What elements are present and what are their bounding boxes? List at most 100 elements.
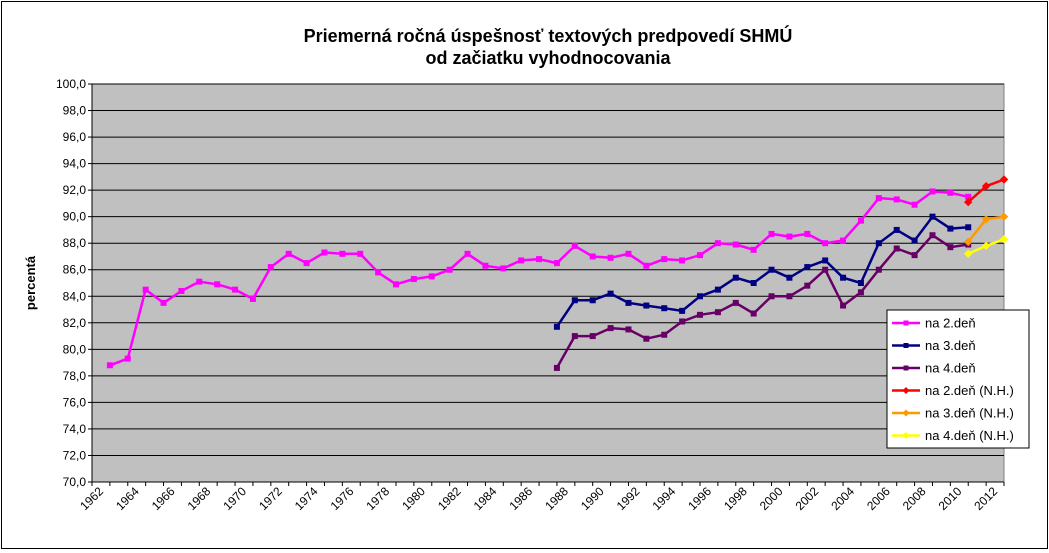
data-point	[911, 237, 918, 244]
data-point	[875, 195, 882, 202]
legend: na 2.deň na 3.deň na 4.deň na 2.deň (N.H.) n…	[886, 309, 1030, 449]
data-point	[643, 302, 650, 309]
data-point	[679, 318, 686, 325]
data-point	[857, 217, 864, 224]
data-point	[893, 245, 900, 252]
data-point	[732, 274, 739, 281]
gridlines	[92, 83, 1004, 456]
series-6	[964, 235, 1009, 259]
data-point	[625, 250, 632, 257]
data-point	[768, 293, 775, 300]
x-tick-label: 1988	[542, 484, 571, 513]
data-point	[589, 333, 596, 340]
data-point	[732, 241, 739, 248]
x-axis: 1962 1964 1966 1968 1970 1972 1974 1976 1978 1980…	[77, 481, 1005, 513]
data-point	[375, 269, 382, 276]
legend-swatch-marker	[902, 387, 910, 394]
legend-item: na 3.deň	[892, 338, 976, 353]
x-tick-label: 2012	[971, 484, 1000, 513]
data-point	[553, 323, 560, 330]
x-tick-label: 1972	[256, 484, 285, 513]
data-point	[697, 293, 703, 300]
y-tick-label: 92,0	[63, 183, 87, 197]
data-point	[804, 282, 811, 289]
data-point	[661, 305, 668, 312]
x-tick-label: 2004	[828, 484, 857, 513]
data-point	[553, 364, 560, 371]
data-point	[929, 188, 936, 195]
data-point	[822, 257, 829, 264]
data-point	[607, 254, 614, 261]
data-point	[964, 249, 973, 259]
data-point	[267, 264, 274, 271]
data-point	[981, 215, 991, 224]
data-point	[714, 286, 721, 293]
data-point	[160, 299, 167, 306]
y-tick-label: 84,0	[63, 289, 87, 303]
y-tick-label: 82,0	[63, 316, 87, 330]
y-tick-label: 70,0	[63, 475, 87, 489]
data-point	[999, 212, 1009, 221]
data-point	[214, 281, 221, 288]
data-point	[500, 265, 507, 272]
data-point	[822, 266, 829, 273]
legend-swatch-marker	[903, 320, 909, 326]
series-1	[106, 188, 972, 369]
legend-item: na 2.deň (N.H.)	[892, 383, 1014, 398]
data-point	[857, 280, 864, 286]
data-point	[911, 201, 918, 208]
data-point	[929, 232, 936, 239]
y-tick-label: 80,0	[63, 342, 87, 356]
x-tick-label: 1974	[292, 484, 321, 513]
x-tick-label: 1966	[149, 484, 178, 513]
data-point	[697, 311, 703, 318]
data-point	[196, 278, 203, 285]
legend-label: na 3.deň	[925, 338, 976, 353]
y-tick-label: 94,0	[63, 157, 87, 171]
y-tick-label: 74,0	[63, 422, 87, 436]
data-point	[607, 325, 614, 332]
data-point	[661, 331, 668, 338]
legend-label: na 4.deň (N.H.)	[925, 428, 1014, 443]
data-point	[464, 250, 471, 257]
data-point	[750, 310, 757, 317]
y-tick-label: 96,0	[63, 130, 87, 144]
data-point	[643, 262, 650, 269]
data-point	[840, 302, 847, 309]
data-point	[750, 246, 757, 253]
data-point	[142, 286, 149, 293]
data-point	[589, 297, 596, 304]
data-point	[964, 197, 973, 207]
y-tick-label: 78,0	[63, 369, 87, 383]
x-tick-label: 1980	[399, 484, 428, 513]
data-point	[643, 335, 650, 342]
data-point	[714, 240, 721, 247]
data-point	[357, 250, 364, 257]
data-point	[947, 225, 954, 232]
legend-item: na 4.deň	[892, 361, 976, 376]
legend-label: na 2.deň (N.H.)	[925, 383, 1014, 398]
data-point	[964, 237, 973, 247]
series-5	[964, 212, 1009, 247]
data-point	[428, 273, 435, 280]
x-tick-label: 1968	[185, 484, 214, 513]
data-point	[875, 240, 882, 247]
x-tick-label: 2006	[864, 484, 893, 513]
y-tick-label: 98,0	[63, 104, 87, 118]
data-point	[303, 260, 310, 267]
legend-label: na 3.deň (N.H.)	[925, 406, 1014, 421]
y-tick-label: 72,0	[63, 448, 87, 462]
x-tick-label: 1978	[363, 484, 392, 513]
legend-label: na 2.deň	[925, 316, 976, 331]
data-point	[981, 181, 991, 191]
x-tick-label: 2002	[793, 484, 822, 513]
data-point	[661, 256, 668, 263]
legend-swatch-marker	[902, 432, 910, 439]
data-point	[482, 262, 489, 269]
data-point	[768, 266, 775, 273]
data-point	[786, 274, 793, 281]
x-tick-label: 1996	[685, 484, 714, 513]
y-tick-label: 76,0	[63, 395, 87, 409]
data-point	[911, 252, 918, 259]
